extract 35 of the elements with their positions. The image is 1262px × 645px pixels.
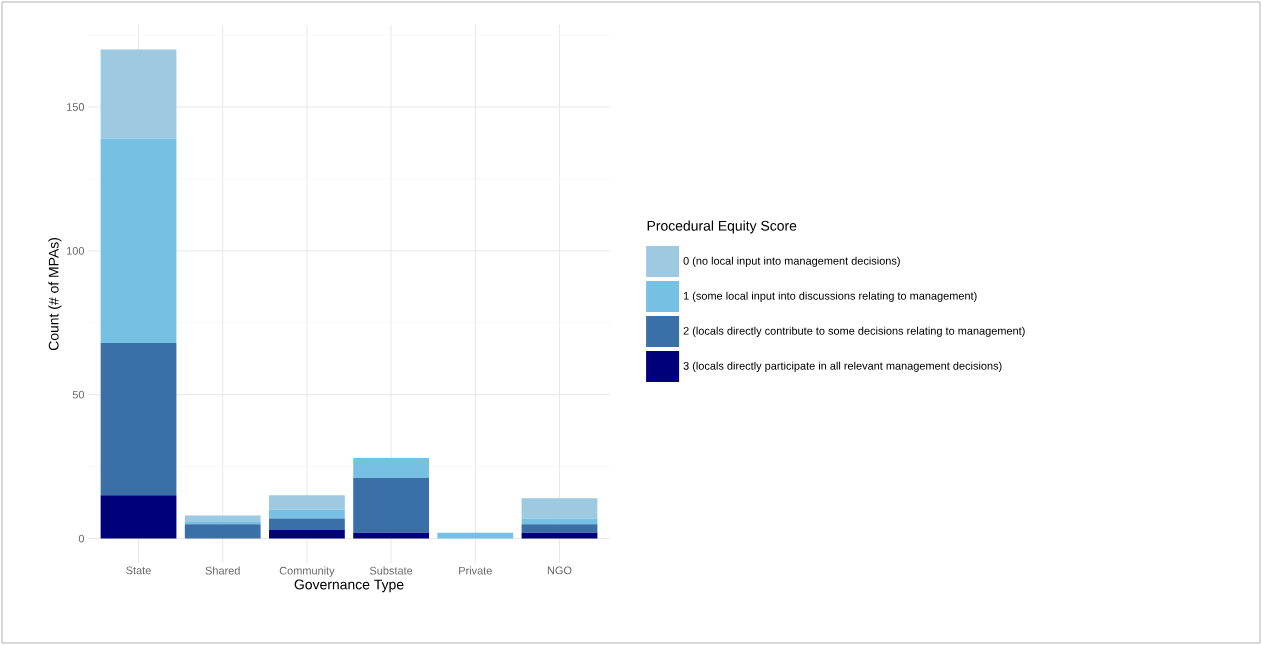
bar [521, 518, 598, 525]
bar [521, 532, 598, 539]
bar [353, 457, 429, 479]
bar [100, 342, 177, 496]
bar [100, 49, 177, 139]
y-tick-label: 150 [67, 103, 85, 111]
bar [100, 495, 177, 539]
x-tick-label: Community [279, 566, 335, 577]
legend-title: Procedural Equity Score [647, 220, 797, 234]
x-axis-title: Governance Type [294, 579, 404, 593]
x-tick-label: Substate [369, 566, 413, 575]
text: 0 (no local input into management decisions) [683, 256, 900, 267]
x-tick-label: Shared [205, 566, 240, 575]
text: 3 (locals directly participate in all relevant management decisions) [683, 361, 1002, 372]
bar [269, 518, 345, 530]
bar [269, 495, 345, 510]
text: 1 (some local input into discussions relating to management) [683, 291, 977, 302]
bar [437, 532, 514, 539]
bar [269, 529, 345, 539]
y-tick-label: 100 [67, 246, 85, 255]
bar [353, 478, 429, 533]
x-tick-label: Private [459, 566, 492, 575]
bar [521, 524, 598, 533]
x-tick-label: NGO [547, 566, 572, 575]
bar [184, 521, 261, 525]
bar [100, 138, 177, 343]
text: 2 (locals directly contribute to some decisions relating to management) [683, 326, 1025, 337]
x-tick-label: State [126, 566, 151, 575]
bar [521, 498, 598, 519]
bar [269, 509, 345, 519]
y-tick-label: 0 [78, 534, 85, 543]
y-tick-label: 50 [72, 390, 85, 399]
bar [353, 532, 429, 539]
bar [184, 524, 261, 539]
y-axis-title: Count (# of MPAs) [48, 238, 62, 351]
